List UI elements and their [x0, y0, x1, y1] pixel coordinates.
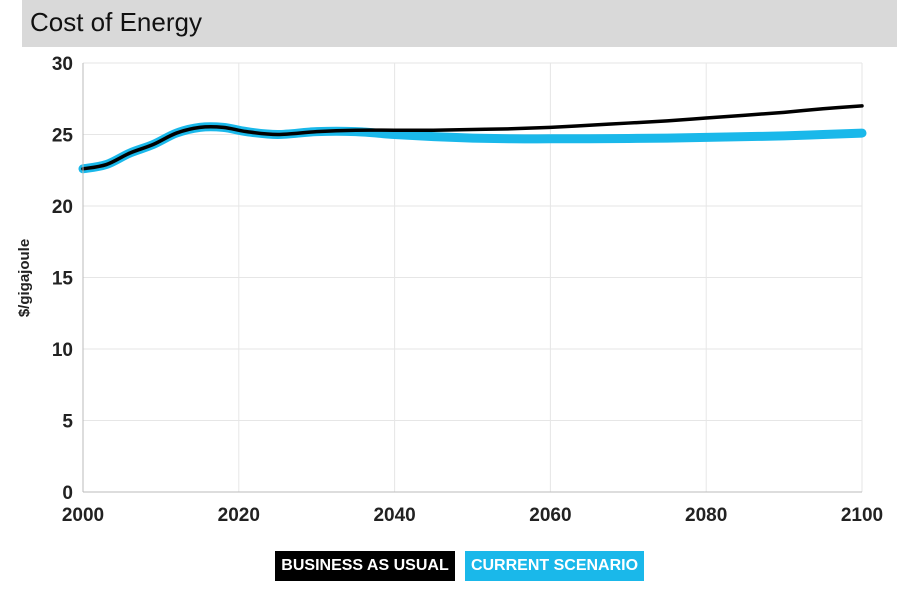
y-tick-label: 20 [52, 197, 73, 218]
series-lines [78, 104, 867, 174]
x-tick-label: 2060 [529, 505, 571, 526]
legend-business-as-usual-button[interactable]: BUSINESS AS USUAL [275, 551, 455, 581]
title-bar: Cost of Energy [22, 0, 897, 47]
y-tick-label: 15 [52, 269, 74, 290]
y-tick-label: 5 [62, 412, 73, 433]
current-scenario-line [78, 122, 867, 174]
x-tick-label: 2040 [373, 505, 415, 526]
axes: 0 5 10 15 20 25 30 2000 2020 2040 2060 2080 2100 [52, 54, 883, 526]
y-axis-label: $/gigajoule [16, 239, 33, 317]
y-tick-label: 10 [52, 340, 73, 361]
chart-title: Cost of Energy [30, 7, 202, 37]
x-tick-label: 2080 [685, 505, 727, 526]
y-tick-label: 0 [62, 483, 73, 504]
y-tick-label: 30 [52, 54, 73, 75]
x-tick-label: 2000 [62, 505, 104, 526]
x-tick-label: 2020 [218, 505, 260, 526]
legend-current-scenario-button[interactable]: CURRENT SCENARIO [465, 551, 644, 581]
x-tick-label: 2100 [841, 505, 883, 526]
business-as-usual-line [81, 104, 864, 171]
y-tick-label: 25 [52, 126, 74, 147]
